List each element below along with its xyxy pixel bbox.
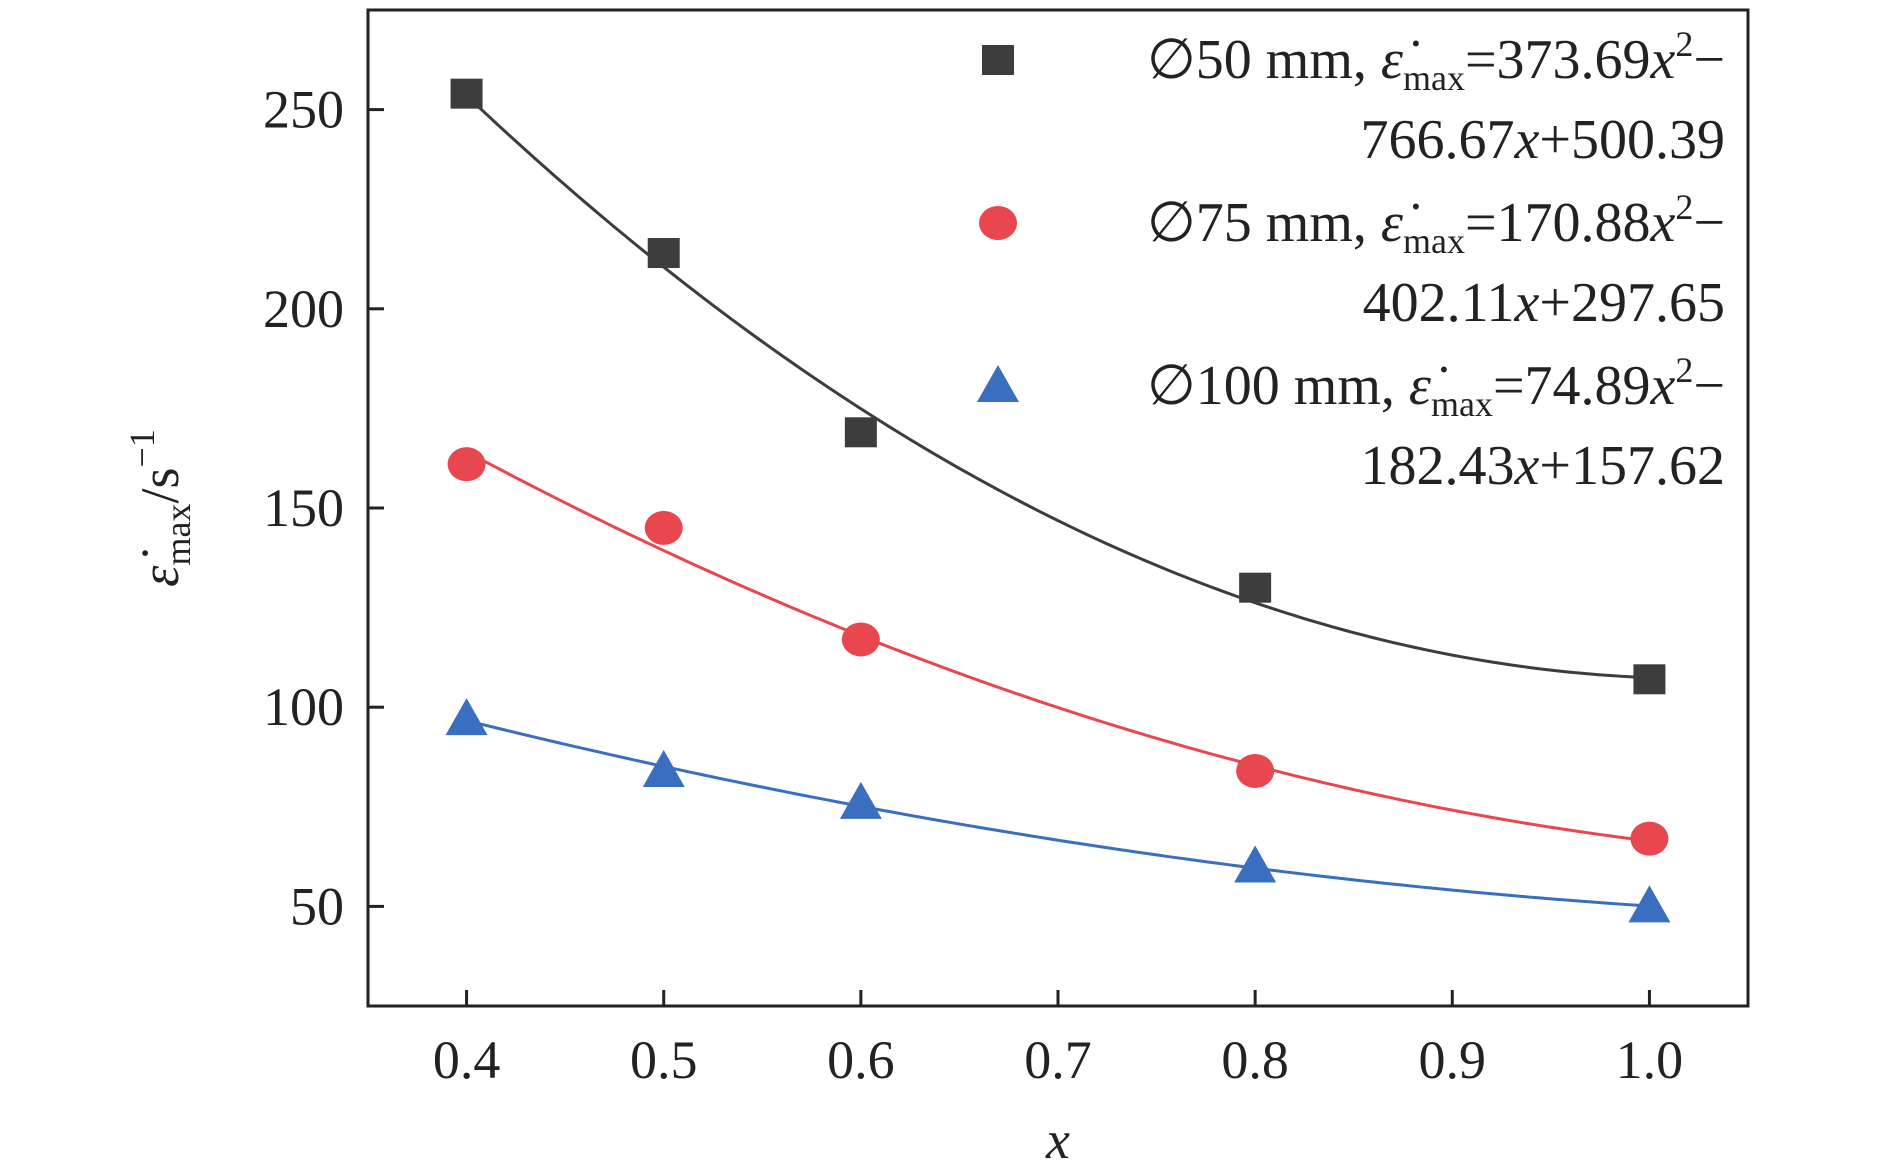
legend-label-part: ∅100 mm, bbox=[1147, 355, 1409, 417]
legend-label-part: − bbox=[1693, 355, 1725, 417]
legend-label-part: +157.62 bbox=[1539, 435, 1725, 497]
y-tick-label: 50 bbox=[290, 876, 344, 936]
x-axis-label: x bbox=[1045, 1110, 1070, 1170]
legend-label-part: 2 bbox=[1675, 24, 1693, 64]
y-axis-label-unit: /s bbox=[130, 468, 190, 504]
legend-label-part: ∅50 mm, bbox=[1147, 29, 1381, 91]
data-point bbox=[450, 78, 483, 109]
legend-label-part: =74.89 bbox=[1493, 355, 1651, 417]
legend-label-part: 2 bbox=[1675, 187, 1693, 227]
legend-label-part: − bbox=[1693, 192, 1725, 254]
legend-label-part: x bbox=[1514, 435, 1540, 497]
data-point bbox=[844, 417, 877, 448]
x-tick-label: 0.8 bbox=[1221, 1030, 1289, 1090]
data-point bbox=[647, 238, 680, 269]
legend-marker bbox=[982, 45, 1014, 75]
y-tick-label: 200 bbox=[263, 279, 344, 339]
legend-label-part: +500.39 bbox=[1539, 109, 1725, 171]
legend-label-part: 2 bbox=[1675, 350, 1693, 390]
legend-label-part: x bbox=[1650, 192, 1676, 254]
axis-ticks bbox=[368, 108, 1651, 1006]
legend-label-part: 766.67 bbox=[1361, 109, 1515, 171]
legend-marker bbox=[979, 206, 1017, 240]
y-tick-label: 150 bbox=[263, 478, 344, 538]
data-point bbox=[445, 698, 488, 736]
axis-tick-labels: 0.4 0.5 0.6 0.7 0.8 0.9 1.0 50 100 150 200 250 bbox=[263, 80, 1683, 1090]
data-point bbox=[1628, 885, 1671, 923]
legend-label-part: x bbox=[1514, 109, 1540, 171]
legend-label-part: max bbox=[1403, 221, 1465, 261]
legend-label: ∅100 mm, ε̇max=74.89x2− bbox=[1147, 350, 1725, 424]
legend-label: 182.43x+157.62 bbox=[1361, 435, 1725, 497]
legend-label-part: =170.88 bbox=[1465, 192, 1651, 254]
data-point bbox=[839, 781, 882, 819]
x-tick-label: 0.5 bbox=[630, 1030, 698, 1090]
fit-curve bbox=[465, 450, 1650, 843]
legend-label: ∅75 mm, ε̇max=170.88x2− bbox=[1147, 187, 1725, 261]
legend-label-part: 182.43 bbox=[1361, 435, 1515, 497]
y-axis-label-subscript: max bbox=[158, 504, 198, 566]
legend-label-part: max bbox=[1403, 58, 1465, 98]
legend-label-part: max bbox=[1431, 384, 1493, 424]
legend-label-part: =373.69 bbox=[1465, 29, 1651, 91]
x-tick-label: 0.6 bbox=[827, 1030, 895, 1090]
data-point bbox=[644, 510, 683, 545]
x-tick-label: 0.4 bbox=[433, 1030, 501, 1090]
legend-label-part: 402.11 bbox=[1363, 272, 1515, 334]
legend-label-part: x bbox=[1514, 272, 1540, 334]
data-point bbox=[1234, 845, 1277, 883]
x-tick-label: 1.0 bbox=[1616, 1030, 1684, 1090]
legend-label: 766.67x+500.39 bbox=[1361, 109, 1725, 171]
y-tick-label: 100 bbox=[263, 677, 344, 737]
data-markers bbox=[445, 78, 1671, 923]
data-point bbox=[1239, 572, 1272, 603]
legend-label: 402.11x+297.65 bbox=[1363, 272, 1725, 334]
x-tick-label: 0.9 bbox=[1419, 1030, 1487, 1090]
legend-label-part: +297.65 bbox=[1539, 272, 1725, 334]
legend-label: ∅50 mm, ε̇max=373.69x2− bbox=[1147, 24, 1725, 98]
legend-marker bbox=[977, 365, 1019, 402]
data-point bbox=[642, 749, 685, 787]
data-point bbox=[1630, 821, 1669, 856]
legend-label-part: − bbox=[1693, 29, 1725, 91]
y-axis-label-superscript: −1 bbox=[122, 429, 162, 467]
data-point bbox=[1633, 664, 1666, 695]
legend-label-part: x bbox=[1650, 29, 1676, 91]
data-point bbox=[1236, 753, 1275, 788]
legend: ∅50 mm, ε̇max=373.69x2−766.67x+500.39∅75… bbox=[977, 24, 1725, 497]
legend-label-part: x bbox=[1650, 355, 1676, 417]
y-axis-label: ε̇max/s−1 bbox=[122, 429, 198, 587]
data-point bbox=[447, 447, 486, 482]
x-tick-label: 0.7 bbox=[1024, 1030, 1092, 1090]
data-point bbox=[841, 622, 880, 657]
legend-label-part: ∅75 mm, bbox=[1147, 192, 1381, 254]
y-tick-label: 250 bbox=[263, 80, 344, 140]
